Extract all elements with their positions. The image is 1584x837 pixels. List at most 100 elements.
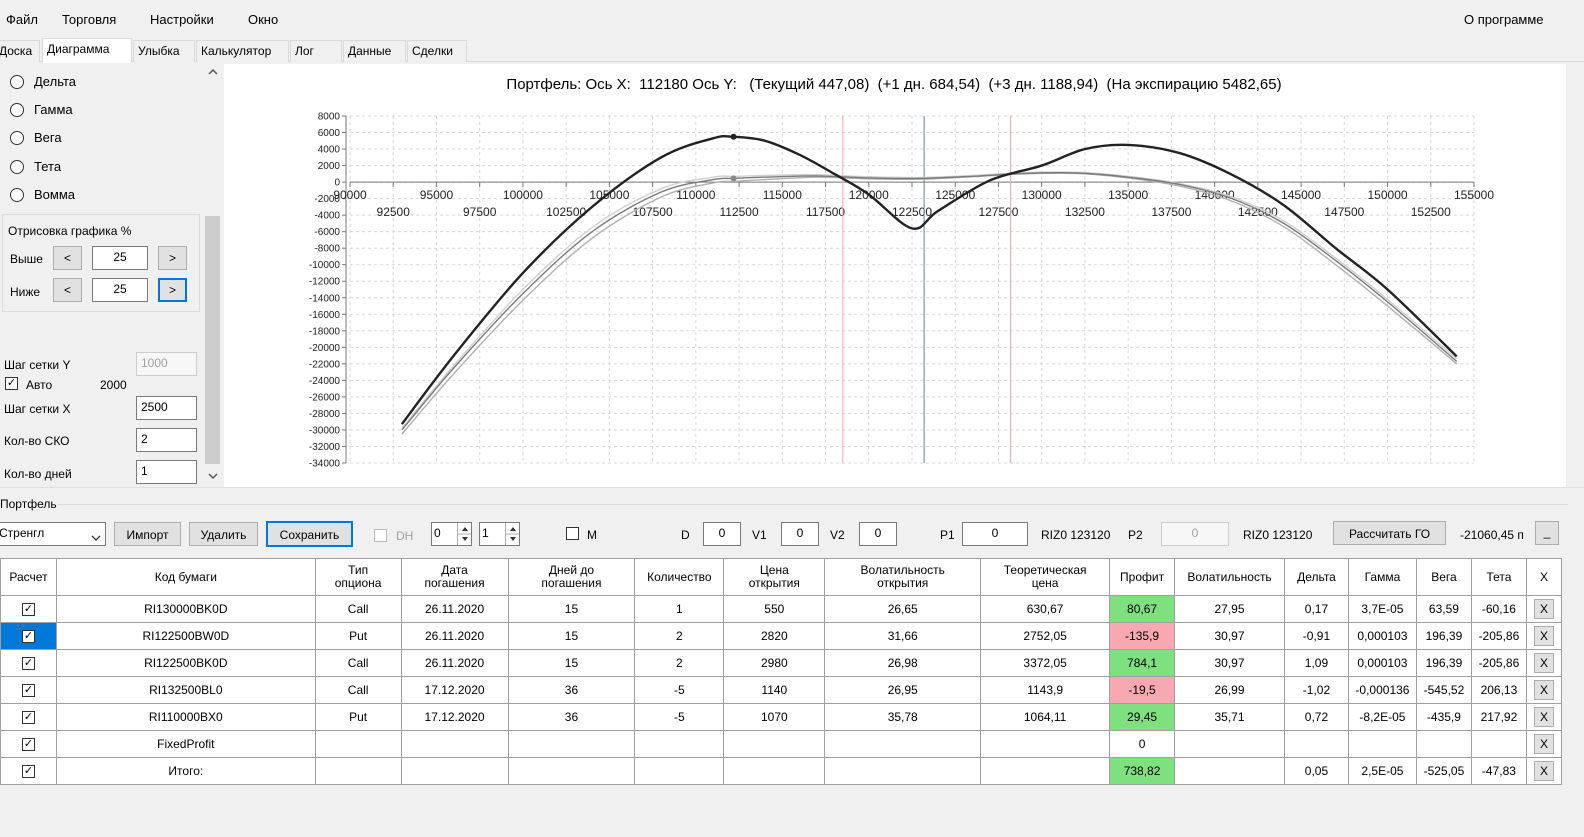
calc-cell[interactable]: ✓: [0, 622, 57, 650]
menu-settings[interactable]: Настройки: [150, 12, 214, 27]
save-button[interactable]: Сохранить: [266, 521, 353, 547]
x-tick-label-lower: 112500: [719, 205, 758, 219]
below-decrease-button[interactable]: <: [53, 278, 82, 302]
header-delete[interactable]: X: [1525, 558, 1563, 596]
grid-y-field[interactable]: 1000: [136, 352, 197, 376]
header-vega[interactable]: Вега: [1415, 558, 1472, 596]
delete-row-button[interactable]: X: [1533, 734, 1554, 754]
header-option-type[interactable]: Тип опциона: [314, 558, 402, 596]
spin1-arrows-icon[interactable]: [457, 523, 471, 545]
table-row[interactable]: ✓ Итого: 738,82 0,05 2,5E-05 -525,05 -47,83 X: [0, 757, 1563, 785]
row-checkbox[interactable]: ✓: [21, 684, 35, 698]
panel-splitter[interactable]: [0, 487, 1584, 493]
header-volatility[interactable]: Волатильность: [1174, 558, 1285, 596]
header-days-to-expiry[interactable]: Дней до погашения: [507, 558, 636, 596]
row-checkbox[interactable]: ✓: [21, 765, 35, 779]
auto-checkbox[interactable]: ✓: [5, 377, 18, 390]
profit-cell: 738,82: [1109, 757, 1176, 785]
menu-file[interactable]: Файл: [6, 12, 38, 27]
x-tick-label-upper: 155000: [1454, 188, 1494, 202]
x-tick-label-upper: 145000: [1281, 188, 1321, 202]
table-row[interactable]: ✓ RI130000BK0D Call 26.11.2020 15 1 550 26,65 63…: [0, 595, 1563, 623]
header-calc[interactable]: Расчет: [0, 558, 57, 596]
extra-button[interactable]: _: [1535, 521, 1559, 545]
spin2-field[interactable]: 1: [479, 522, 520, 546]
sko-field[interactable]: 2: [136, 428, 197, 452]
table-row[interactable]: ✓ FixedProfit 0 X: [0, 730, 1563, 758]
tab-board[interactable]: Доска: [0, 40, 40, 62]
spin1-field[interactable]: 0: [431, 522, 472, 546]
above-field[interactable]: 25: [92, 246, 148, 270]
tab-diagram[interactable]: Диаграмма: [42, 38, 132, 63]
calc-cell[interactable]: ✓: [0, 757, 57, 785]
row-checkbox[interactable]: ✓: [21, 711, 35, 725]
profit-cell: 80,67: [1109, 595, 1176, 623]
grid-x-field[interactable]: 2500: [136, 396, 197, 420]
left-panel-scrollbar[interactable]: [203, 64, 222, 485]
menu-about[interactable]: О программе: [1464, 12, 1544, 27]
payoff-chart[interactable]: 8000 6000 4000 2000 0 -2000 -4000 -6000 -8000 -10…: [224, 64, 1566, 487]
x-tick-label-upper: 135000: [1108, 188, 1148, 202]
delete-button[interactable]: Удалить: [189, 522, 258, 546]
v1-field[interactable]: 0: [781, 522, 819, 546]
strategy-select[interactable]: Стренгл: [0, 522, 106, 546]
scroll-down-icon[interactable]: [208, 470, 218, 480]
expiry-date-cell: 26.11.2020: [400, 622, 509, 650]
scroll-thumb[interactable]: [205, 216, 220, 464]
calc-cell[interactable]: ✓: [0, 649, 57, 677]
days-field[interactable]: 1: [136, 460, 197, 484]
delete-row-button[interactable]: X: [1533, 599, 1554, 619]
table-row[interactable]: ✓ RI132500BL0 Call 17.12.2020 36 -5 1140 26,95 1…: [0, 676, 1563, 704]
above-increase-button[interactable]: >: [158, 246, 187, 270]
volatility-cell: [1174, 730, 1285, 758]
below-field[interactable]: 25: [92, 278, 148, 302]
tab-data[interactable]: Данные: [343, 40, 406, 62]
delete-row-button[interactable]: X: [1533, 707, 1554, 727]
tab-log[interactable]: Лог: [290, 40, 342, 62]
header-open-price[interactable]: Цена открытия: [723, 558, 826, 596]
row-checkbox[interactable]: ✓: [21, 657, 35, 671]
p1-field[interactable]: 0: [962, 522, 1028, 546]
table-row[interactable]: ✓ RI122500BK0D Call 26.11.2020 15 2 2980 26,98 3…: [0, 649, 1563, 677]
tab-smile[interactable]: Улыбка: [133, 40, 195, 62]
table-row[interactable]: ✓ RI110000BX0 Put 17.12.2020 36 -5 1070 35,78 10…: [0, 703, 1563, 731]
calc-cell[interactable]: ✓: [0, 703, 57, 731]
m-checkbox[interactable]: [566, 527, 579, 540]
spin2-arrows-icon[interactable]: [505, 523, 519, 545]
calc-go-button[interactable]: Рассчитать ГО: [1333, 521, 1446, 545]
header-expiry-date[interactable]: Дата погашения: [400, 558, 509, 596]
calc-cell[interactable]: ✓: [0, 676, 57, 704]
table-row[interactable]: ✓ RI122500BW0D Put 26.11.2020 15 2 2820 31,66 27…: [0, 622, 1563, 650]
delete-row-button[interactable]: X: [1533, 626, 1554, 646]
dh-checkbox[interactable]: [374, 529, 387, 542]
row-checkbox[interactable]: ✓: [21, 630, 35, 644]
header-open-volatility[interactable]: Волатильность открытия: [824, 558, 982, 596]
menu-trading[interactable]: Торговля: [62, 12, 117, 27]
menu-window[interactable]: Окно: [248, 12, 279, 27]
option-type-cell: [314, 730, 402, 758]
header-theoretical-price[interactable]: Теоретическая цена: [980, 558, 1111, 596]
p2-field[interactable]: 0: [1161, 522, 1229, 546]
scroll-up-icon[interactable]: [208, 66, 218, 76]
header-profit[interactable]: Профит: [1109, 558, 1176, 596]
header-theta[interactable]: Тета: [1470, 558, 1527, 596]
above-decrease-button[interactable]: <: [53, 246, 82, 270]
row-checkbox[interactable]: ✓: [21, 738, 35, 752]
header-quantity[interactable]: Количество: [634, 558, 725, 596]
header-delta[interactable]: Дельта: [1284, 558, 1349, 596]
row-checkbox[interactable]: ✓: [21, 603, 35, 617]
tab-calculator[interactable]: Калькулятор: [196, 40, 289, 62]
tab-deals[interactable]: Сделки: [407, 40, 467, 62]
below-increase-button[interactable]: >: [158, 278, 187, 302]
calc-cell[interactable]: ✓: [0, 730, 57, 758]
delete-row-button[interactable]: X: [1533, 680, 1554, 700]
header-gamma[interactable]: Гамма: [1347, 558, 1417, 596]
import-button[interactable]: Импорт: [114, 522, 181, 546]
d-field[interactable]: 0: [703, 522, 741, 546]
delete-row-button[interactable]: X: [1533, 653, 1554, 673]
delete-row-button[interactable]: X: [1533, 761, 1554, 781]
header-security-code[interactable]: Код бумаги: [55, 558, 316, 596]
open-volatility-cell: [824, 730, 982, 758]
v2-field[interactable]: 0: [859, 522, 897, 546]
calc-cell[interactable]: ✓: [0, 595, 57, 623]
